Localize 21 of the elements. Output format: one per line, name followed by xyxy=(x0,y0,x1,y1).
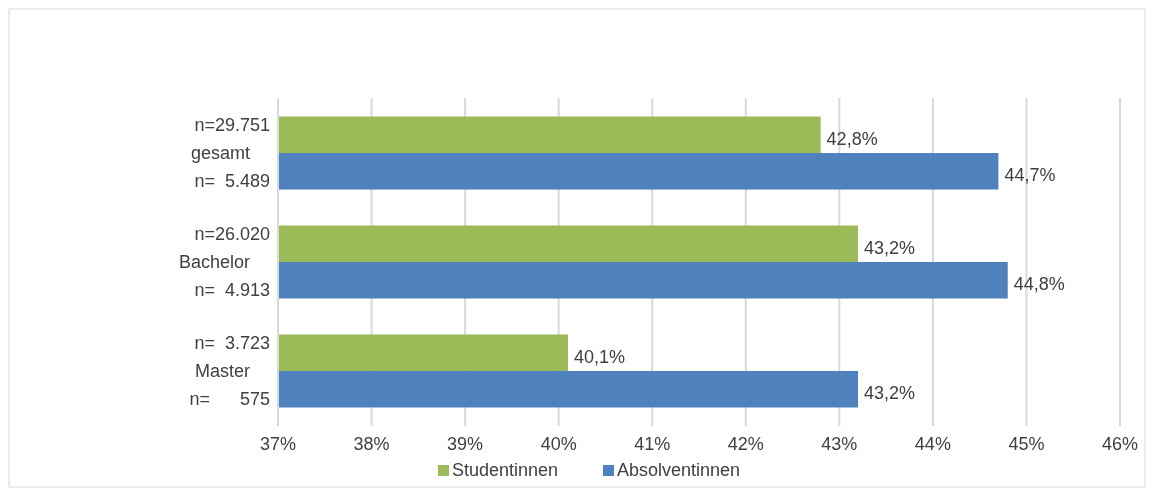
data-label: 40,1% xyxy=(574,346,626,367)
x-tick-label: 43% xyxy=(821,434,858,454)
x-tick-label: 40% xyxy=(540,434,577,454)
x-tick-label: 37% xyxy=(259,434,297,454)
legend-label: Absolventinnen xyxy=(617,460,741,480)
y-tick-label: n=26.020 Bachelor n= 4.913 xyxy=(178,223,270,301)
data-label: 42,8% xyxy=(826,128,878,149)
x-tick-label: 41% xyxy=(634,434,671,454)
y-tick-label: n= 3.723 Master n= 575 xyxy=(189,332,270,410)
x-tick-label: 46% xyxy=(1101,434,1139,454)
x-tick-label: 45% xyxy=(1008,434,1045,454)
legend-label: Studentinnen xyxy=(452,460,559,480)
data-label: 44,7% xyxy=(1004,165,1056,186)
x-tick-label: 42% xyxy=(727,434,764,454)
x-tick-label: 38% xyxy=(353,434,390,454)
data-label: 44,8% xyxy=(1013,274,1065,295)
x-tick-label: 44% xyxy=(914,434,951,454)
data-label: 43,2% xyxy=(864,237,916,258)
y-tick-label: n=29.751 gesamt n= 5.489 xyxy=(190,114,270,192)
x-tick-label: 39% xyxy=(447,434,484,454)
data-label: 43,2% xyxy=(864,383,916,404)
